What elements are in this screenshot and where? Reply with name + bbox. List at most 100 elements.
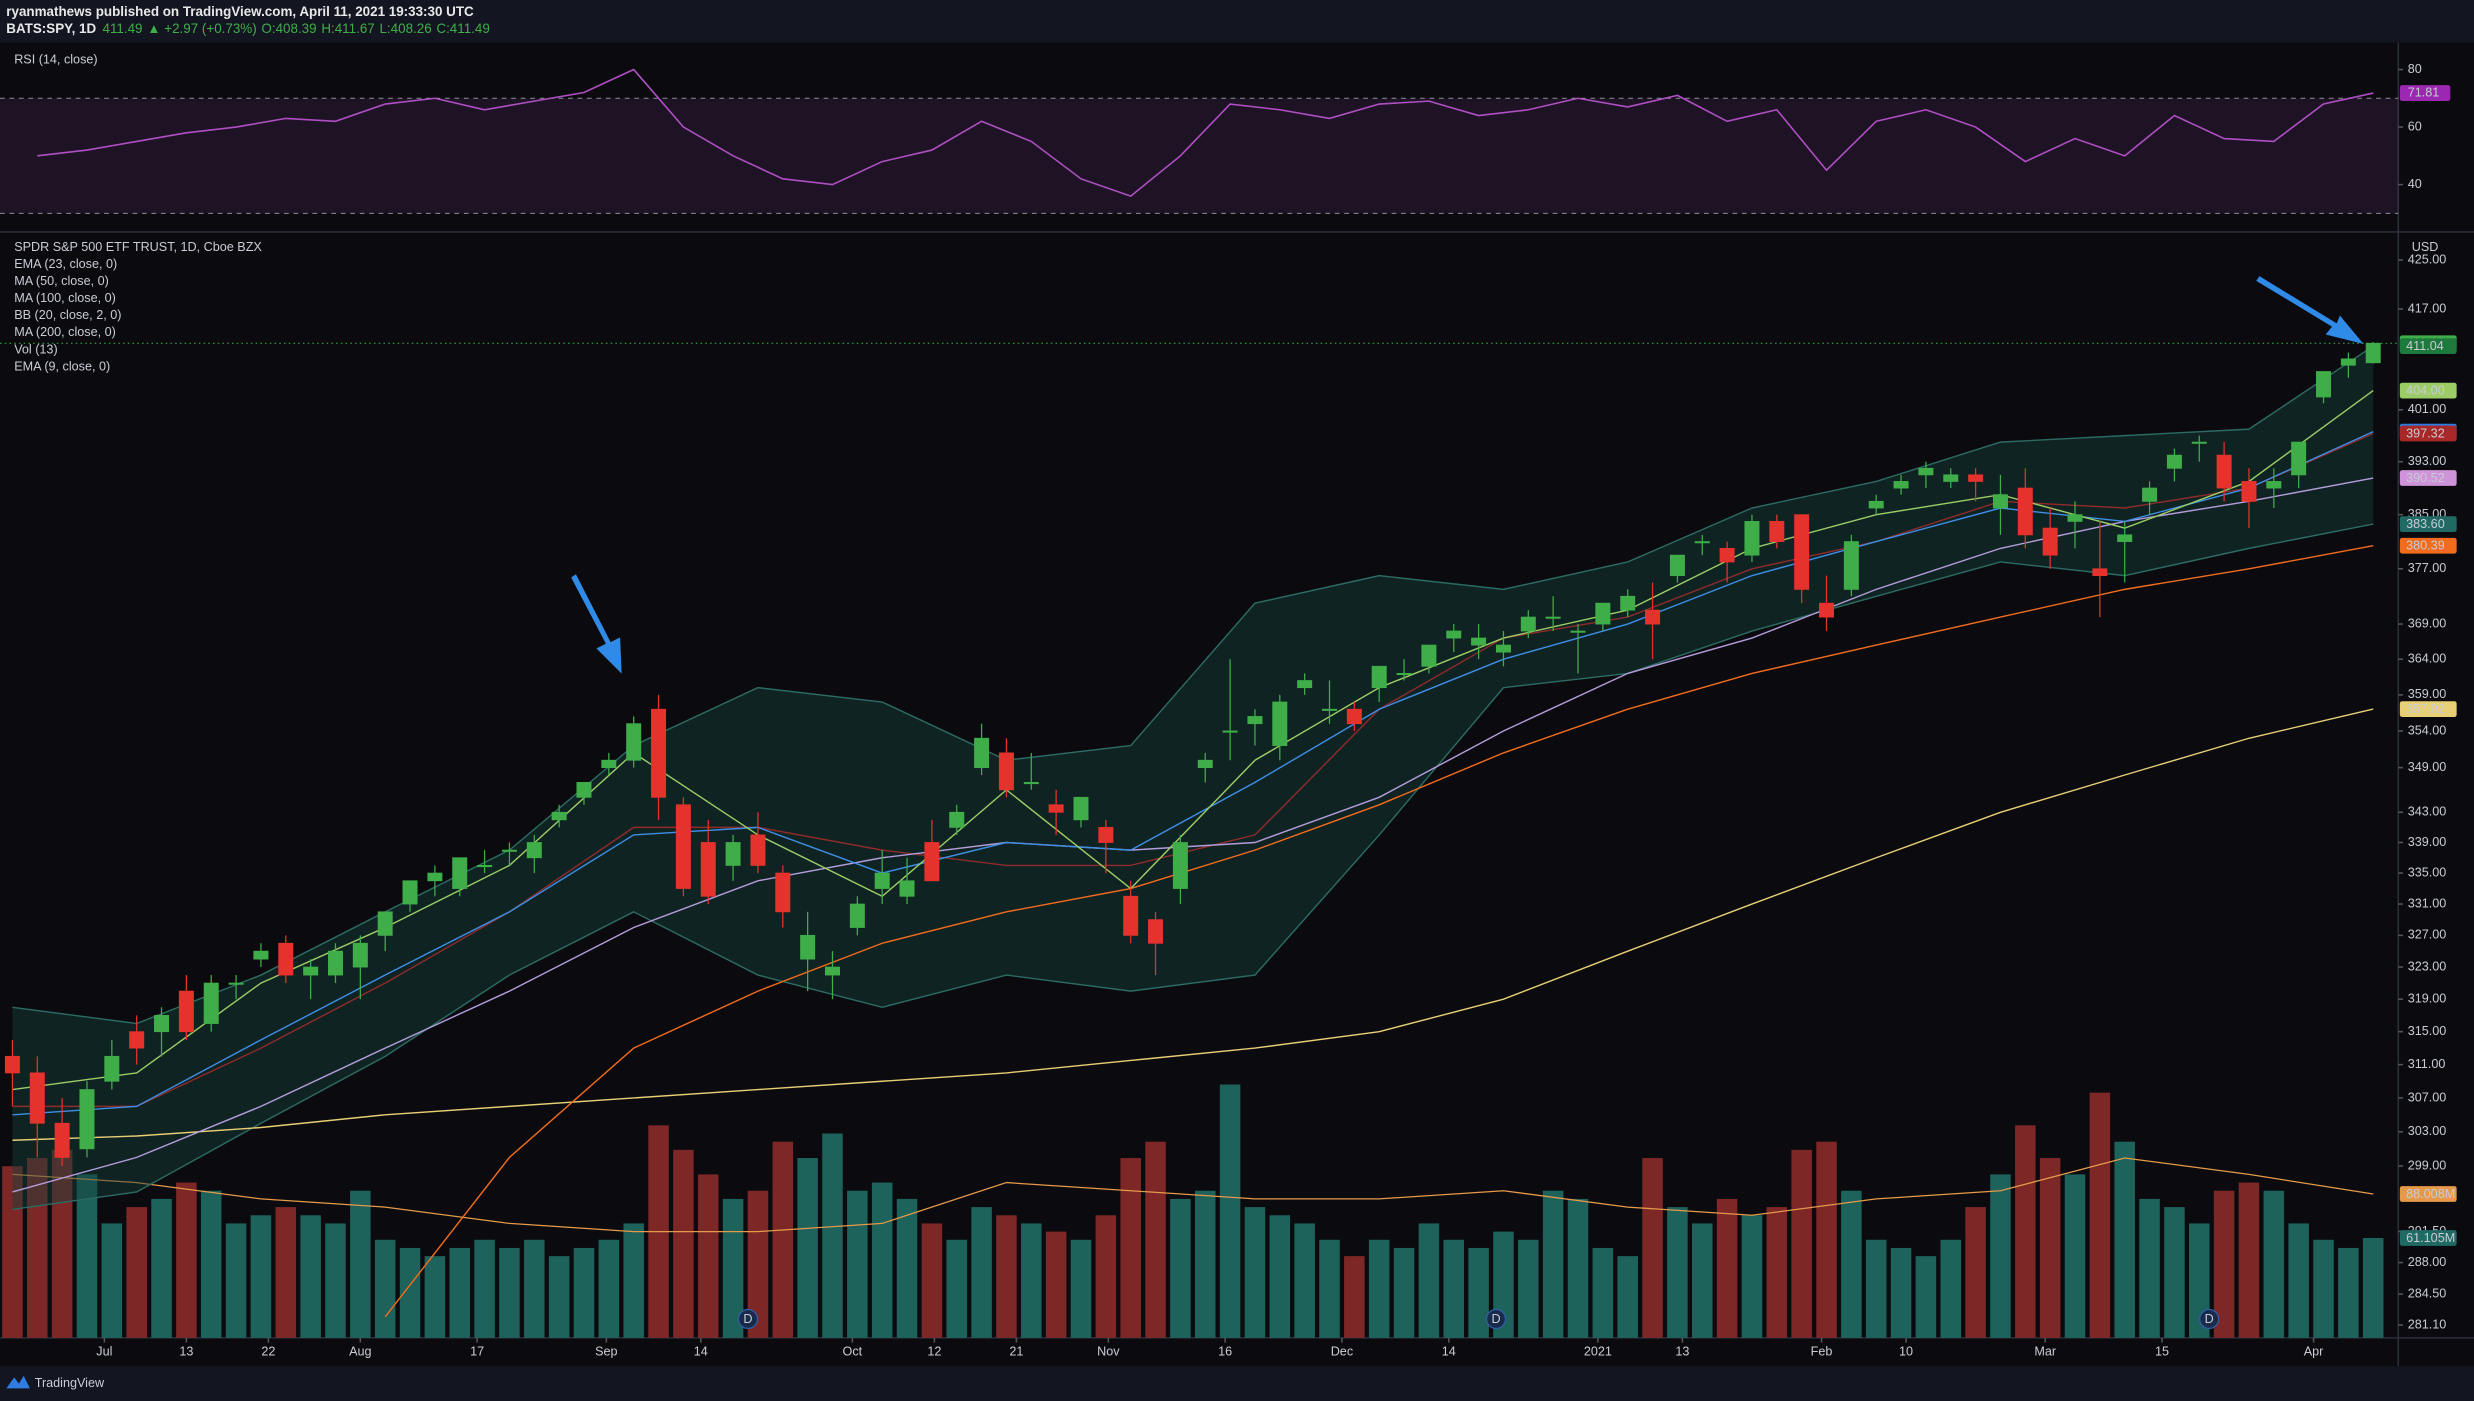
volume-bar — [1766, 1207, 1788, 1338]
volume-bar — [822, 1133, 843, 1338]
volume-bar — [871, 1182, 893, 1338]
dividend-marker — [1485, 1308, 1507, 1330]
y-tick-label: 307.00 — [2408, 1090, 2447, 1104]
volume-bar — [275, 1207, 297, 1338]
x-tick-label: Oct — [843, 1344, 863, 1358]
volume-bar — [697, 1174, 719, 1338]
volume-bar — [499, 1247, 520, 1338]
candle-body — [253, 950, 269, 960]
legend-entry: EMA (9, close, 0) — [14, 359, 110, 373]
price-badge-label: 390.52 — [2406, 471, 2445, 485]
price-badge — [2399, 701, 2457, 717]
y-tick-label: 364.00 — [2408, 652, 2447, 666]
candle-body — [1098, 826, 1114, 843]
candle-body — [2191, 441, 2207, 444]
volume-bar — [1915, 1256, 1937, 1338]
candle-body — [154, 1014, 170, 1033]
price-badge — [2399, 470, 2457, 486]
volume-bar — [1642, 1158, 1663, 1338]
candle-body — [129, 1031, 145, 1049]
candle-body — [1197, 759, 1213, 769]
candle-body — [626, 723, 642, 761]
volume-bar — [1468, 1247, 1489, 1338]
price-badge-label: 404.00 — [2406, 383, 2445, 397]
volume-bar — [1368, 1239, 1390, 1338]
x-tick-label: 10 — [1899, 1344, 1913, 1358]
price-badge — [2399, 537, 2457, 554]
candle-body — [1744, 520, 1760, 556]
rsi-band-fill — [0, 98, 2399, 214]
volume-bar — [2064, 1174, 2086, 1338]
y-tick-label: 311.00 — [2408, 1057, 2446, 1071]
dividend-label: D — [1491, 1312, 1500, 1326]
indicator-line — [12, 708, 2374, 1141]
volume-bar — [548, 1256, 570, 1338]
indicator-line — [12, 477, 2374, 1193]
y-tick-label: 354.00 — [2408, 723, 2447, 737]
volume-bar — [1691, 1223, 1713, 1338]
candle-body — [1073, 796, 1089, 821]
y-tick-label: 284.50 — [2408, 1286, 2447, 1300]
dividend-label: D — [2205, 1312, 2214, 1326]
brand-name[interactable]: TradingView — [35, 1376, 105, 1390]
candle-body — [1222, 730, 1238, 733]
price-badge — [2399, 516, 2457, 532]
price-badge-label: 88.008M — [2406, 1187, 2455, 1201]
volume-ma-line — [12, 1157, 2374, 1233]
volume-bar — [2189, 1223, 2210, 1338]
volume-bar — [1990, 1174, 2011, 1338]
y-tick-label: 288.00 — [2408, 1255, 2447, 1269]
candle-body — [1694, 541, 1710, 544]
price-badge-label: 380.39 — [2406, 539, 2445, 553]
volume-bar — [623, 1223, 644, 1338]
rsi-title: RSI (14, close) — [14, 52, 97, 66]
volume-bar — [2139, 1198, 2160, 1338]
x-tick-label: 17 — [470, 1344, 484, 1358]
candle-body — [178, 990, 194, 1033]
y-tick-label: 425.00 — [2408, 252, 2447, 266]
indicator-line — [12, 390, 2374, 1091]
price-badge-label: 411.04 — [2406, 339, 2444, 353]
volume-bar — [1319, 1239, 1340, 1338]
y-tick-label: 299.00 — [2408, 1158, 2447, 1172]
candle-body — [327, 950, 343, 976]
candle-body — [1843, 541, 1859, 590]
candle-body — [2166, 454, 2182, 469]
rsi-line — [37, 68, 2374, 197]
volume-bar — [2089, 1092, 2111, 1338]
candle-body — [998, 752, 1014, 791]
candle-body — [501, 849, 517, 852]
x-tick-label: 14 — [694, 1344, 708, 1358]
volume-bar — [151, 1198, 172, 1338]
volume-bar — [1145, 1141, 1166, 1338]
x-tick-label: 13 — [1675, 1344, 1689, 1358]
candle-body — [849, 903, 865, 928]
candle-body — [1595, 602, 1611, 625]
candle-body — [1893, 481, 1909, 489]
candle-body — [477, 865, 493, 868]
candle-body — [800, 934, 816, 960]
annotation-arrow — [571, 574, 622, 674]
candle-body — [79, 1089, 95, 1150]
candle-body — [1297, 680, 1313, 689]
volume-bar — [1219, 1084, 1241, 1338]
volume-bar — [474, 1239, 495, 1338]
candle-body — [54, 1122, 70, 1158]
candle-body — [2241, 481, 2257, 502]
indicator-line — [384, 545, 2374, 1318]
volume-bar — [1841, 1190, 1862, 1338]
footer-bar — [0, 1366, 2474, 1401]
candle-body — [924, 842, 940, 882]
volume-bar — [1567, 1198, 1589, 1338]
volume-bar — [399, 1247, 421, 1338]
volume-bar — [1095, 1215, 1117, 1338]
volume-bar — [2015, 1125, 2036, 1338]
volume-bar — [2039, 1158, 2061, 1338]
candle-body — [1570, 630, 1586, 633]
quote-line: BATS:SPY, 1D 411.49 ▲ +2.97 (+0.73%) O:408.… — [6, 21, 490, 36]
low: L:408.26 — [379, 21, 431, 36]
candle-body — [1421, 644, 1437, 667]
y-tick-label: 281.10 — [2408, 1317, 2447, 1331]
volume-bar — [101, 1223, 123, 1338]
volume-bar — [2114, 1141, 2135, 1338]
